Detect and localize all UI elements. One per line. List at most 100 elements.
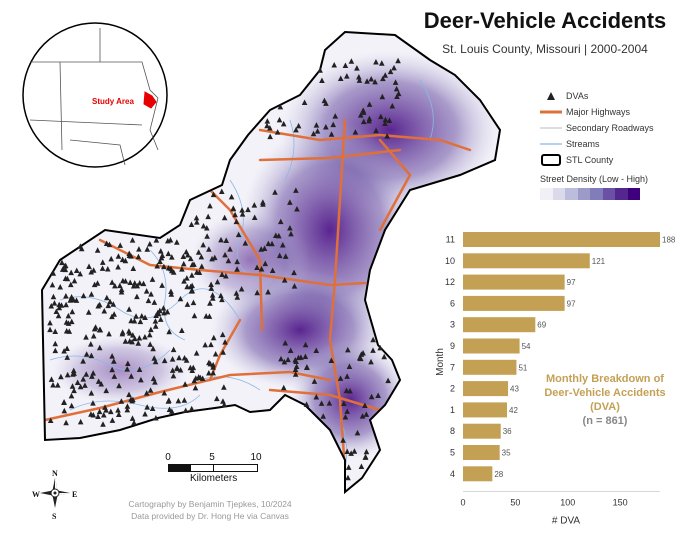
dva-point — [189, 287, 196, 294]
dva-point — [136, 279, 143, 286]
dva-point — [96, 408, 103, 415]
dva-point — [265, 288, 271, 295]
dva-point — [210, 364, 216, 370]
dva-point — [381, 353, 388, 360]
dva-point — [95, 378, 102, 384]
dva-point — [68, 392, 75, 399]
dva-point — [159, 282, 165, 288]
dva-point — [138, 376, 144, 383]
dva-point — [384, 133, 390, 139]
dva-point — [130, 282, 137, 289]
dva-point — [210, 334, 217, 341]
legend-streams: Streams — [540, 136, 695, 152]
dva-point — [219, 331, 226, 338]
dva-point — [218, 188, 225, 195]
dva-point — [100, 412, 107, 418]
dva-point — [128, 373, 135, 379]
month-tick-label: 2 — [450, 384, 455, 394]
dva-point — [136, 335, 143, 341]
dva-point — [152, 379, 158, 385]
dva-point — [142, 314, 148, 320]
dva-point — [294, 206, 300, 212]
stl-county-outline — [40, 30, 502, 495]
dva-point — [373, 127, 379, 134]
dva-point — [200, 241, 206, 248]
dva-point — [86, 263, 92, 269]
dva-point — [95, 413, 101, 419]
county-box-icon — [540, 154, 562, 166]
dva-point — [274, 129, 281, 135]
dva-point — [107, 298, 113, 305]
month-tick-label: 10 — [445, 256, 455, 266]
dva-point — [197, 374, 204, 381]
dva-point — [83, 351, 90, 357]
dva-point — [117, 242, 124, 248]
dva-point — [340, 437, 346, 443]
bar-month-11 — [463, 232, 660, 247]
dva-point — [166, 328, 172, 335]
dva-point — [193, 350, 200, 356]
dva-point — [182, 407, 189, 414]
dva-point — [53, 308, 60, 314]
dva-point — [161, 263, 167, 270]
dva-point — [207, 300, 213, 306]
dva-point — [188, 405, 195, 412]
dva-point — [391, 64, 397, 71]
dva-point — [185, 251, 191, 258]
dva-point — [147, 341, 153, 347]
dva-point — [64, 345, 70, 352]
dva-point — [90, 267, 97, 273]
dva-point — [122, 338, 129, 344]
dva-point — [277, 103, 284, 110]
dva-point — [358, 463, 365, 469]
dva-point — [115, 264, 121, 270]
dva-point — [251, 214, 258, 220]
dva-point — [58, 373, 64, 380]
credits: Cartography by Benjamin Tjepkes, 10/2024… — [110, 498, 310, 522]
dva-point — [221, 401, 228, 408]
dva-point — [131, 318, 138, 324]
dva-point — [360, 118, 367, 125]
bar-month-8 — [463, 423, 501, 439]
dva-point — [77, 270, 83, 277]
dva-point — [344, 73, 350, 79]
dva-point — [191, 312, 198, 319]
dva-point — [382, 72, 389, 78]
dva-point — [57, 284, 64, 290]
dva-point — [180, 260, 187, 267]
dva-point — [214, 278, 221, 285]
dva-point — [83, 371, 90, 377]
dva-point — [157, 248, 164, 254]
dva-point — [96, 326, 103, 333]
chart-annotation-title: Monthly Breakdown of Deer-Vehicle Accide… — [544, 373, 666, 413]
credit-cartography: Cartography by Benjamin Tjepkes, 10/2024 — [128, 499, 292, 509]
dva-point — [127, 279, 134, 286]
dva-point — [254, 264, 260, 270]
highway-line-icon — [540, 109, 562, 115]
dva-point — [223, 273, 229, 279]
dva-point — [68, 402, 75, 409]
dva-point — [291, 283, 298, 289]
dva-point — [116, 411, 122, 418]
dva-point — [385, 377, 391, 384]
bar-value-label: 97 — [567, 278, 576, 287]
dva-point — [209, 292, 216, 298]
dva-point — [88, 411, 94, 417]
dva-point — [144, 246, 151, 252]
dva-point — [174, 239, 180, 245]
dva-point — [363, 411, 370, 417]
dva-point — [124, 406, 131, 413]
bar-month-7 — [463, 359, 517, 375]
legend-major-highways: Major Highways — [540, 104, 695, 120]
dva-point — [174, 364, 180, 371]
dva-point — [234, 266, 240, 272]
dva-point — [88, 291, 95, 297]
dva-point — [348, 58, 355, 64]
dva-point — [147, 240, 153, 247]
dva-point — [48, 303, 55, 309]
dva-point — [160, 305, 167, 311]
bar-month-10 — [463, 253, 590, 269]
dva-point — [67, 281, 74, 288]
dva-point — [64, 275, 71, 282]
